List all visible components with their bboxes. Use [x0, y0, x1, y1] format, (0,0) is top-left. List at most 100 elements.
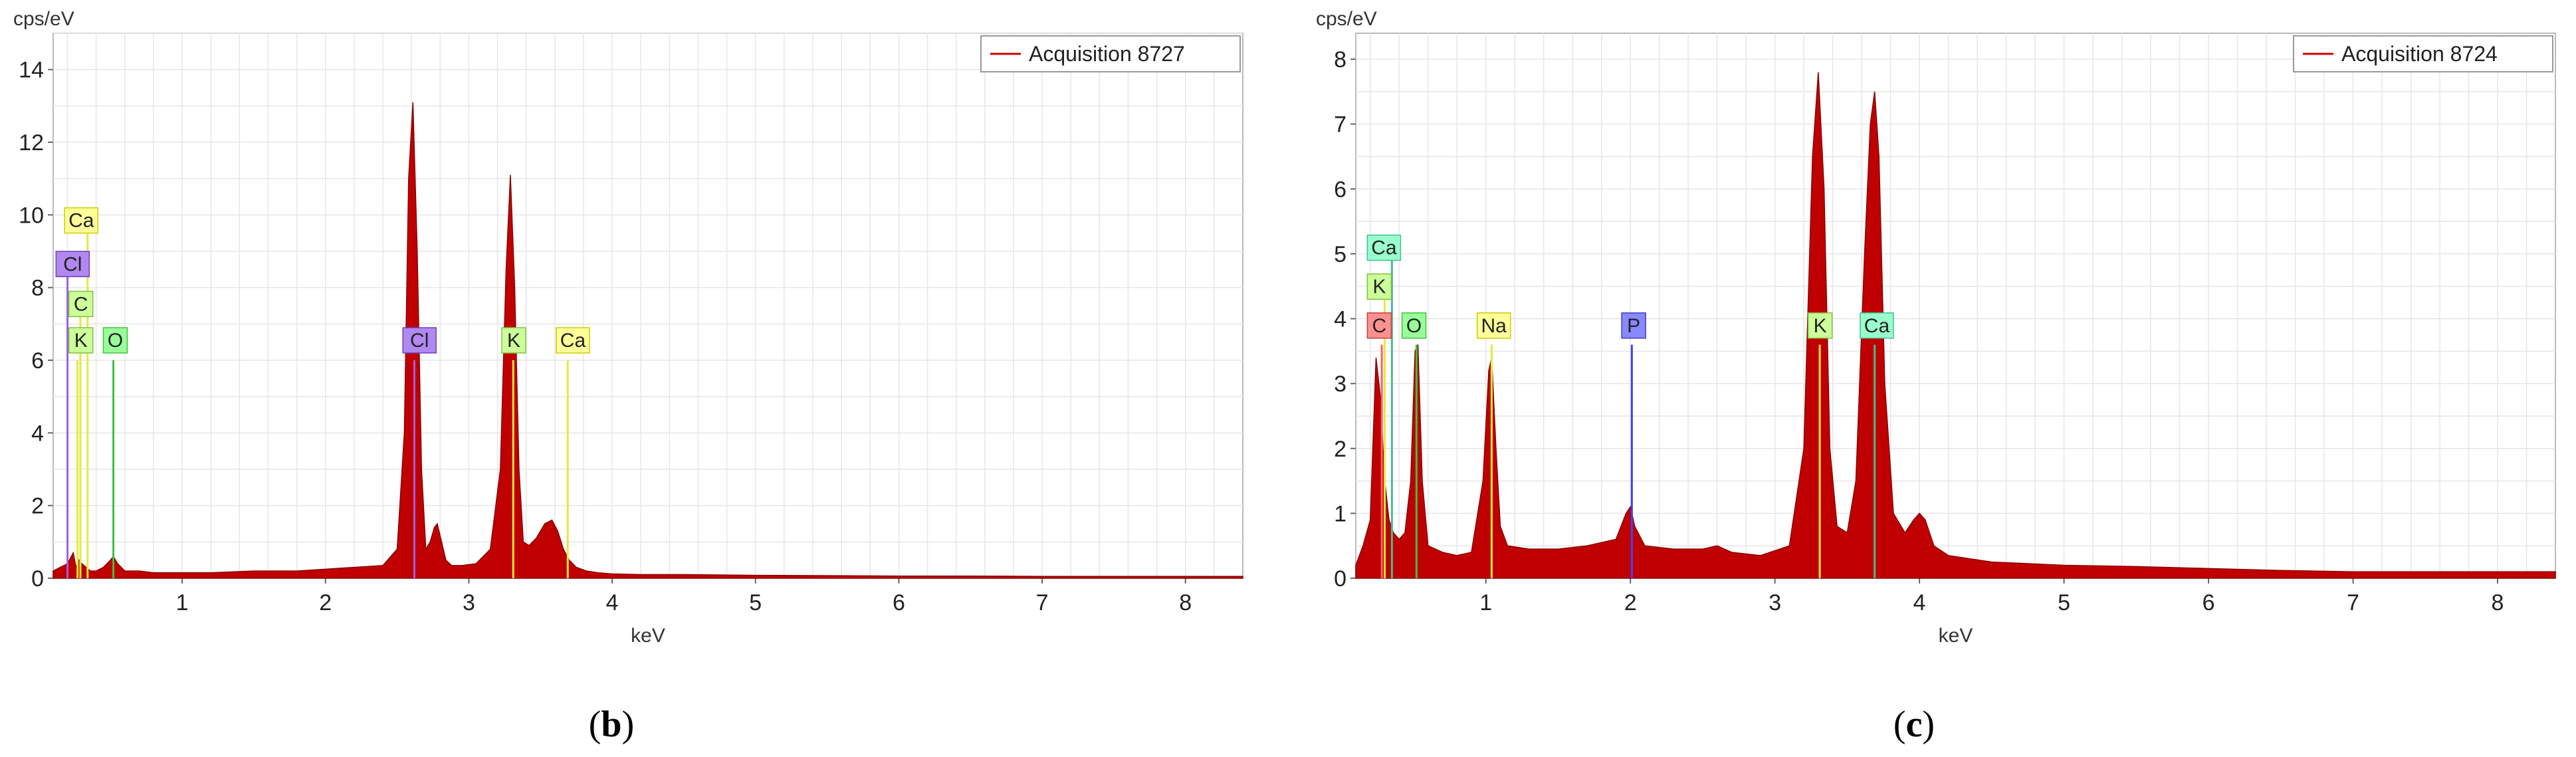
element-label-text: Ca: [1371, 237, 1397, 259]
element-label-box: [1366, 234, 1402, 261]
x-tick-label: 8: [2492, 590, 2504, 615]
x-tick-label: 3: [1769, 590, 1781, 615]
y-axis-label: cps/eV: [13, 8, 74, 30]
element-label-text: Ca: [560, 330, 586, 352]
plot-area: [1355, 33, 2556, 579]
element-label-box: [1807, 312, 1833, 339]
plot-area: [53, 33, 1243, 579]
x-tick-label: 7: [1036, 590, 1049, 615]
y-tick-label: 5: [1334, 242, 1346, 267]
x-tick-label: 6: [2202, 590, 2215, 615]
element-label-text: K: [1372, 276, 1386, 298]
y-tick-label: 0: [31, 566, 44, 592]
element-label-text: Ca: [68, 210, 94, 232]
panel-label-c: (c): [1893, 704, 1935, 745]
y-tick-label: 4: [1334, 307, 1346, 332]
element-label-box: [64, 207, 99, 234]
element-label-o: O: [1401, 312, 1427, 339]
y-tick-label: 4: [31, 421, 44, 446]
element-label-cl: Cl: [55, 251, 90, 278]
element-label-box: [501, 327, 526, 354]
x-tick-label: 1: [1479, 590, 1492, 615]
y-tick-label: 6: [1334, 177, 1346, 202]
element-label-c: C: [1366, 312, 1392, 339]
spectrum-series-0: [1355, 72, 2556, 579]
x-tick-label: 2: [319, 590, 332, 615]
element-label-o: O: [102, 327, 128, 354]
element-label-box: [1621, 312, 1646, 339]
x-tick-label: 3: [463, 590, 475, 615]
y-axis-label: cps/eV: [1316, 8, 1377, 30]
element-label-box: [1366, 312, 1392, 339]
legend-box: [2293, 35, 2553, 72]
y-tick-label: 7: [1334, 112, 1346, 138]
x-tick-label: 2: [1624, 590, 1637, 615]
element-label-box: [1860, 312, 1894, 339]
y-tick-label: 2: [31, 494, 44, 519]
element-label-ca: Ca: [1860, 312, 1894, 339]
element-label-k: K: [1366, 273, 1392, 300]
element-label-text: K: [74, 330, 88, 352]
x-tick-label: 1: [176, 590, 189, 615]
element-label-text: O: [108, 330, 123, 352]
element-label-c: C: [68, 290, 94, 318]
legend: Acquisition 8727: [980, 35, 1241, 72]
x-tick-label: 6: [893, 590, 905, 615]
spectrum-series-0: [53, 102, 1243, 579]
element-label-box: [55, 251, 90, 278]
element-label-cl: Cl: [402, 327, 437, 354]
legend-label: Acquisition 8724: [2341, 42, 2498, 66]
panel-label-b: (b): [589, 704, 634, 745]
y-tick-label: 2: [1334, 437, 1346, 462]
element-label-k: K: [501, 327, 526, 354]
element-label-ca: Ca: [64, 207, 99, 234]
y-tick-label: 12: [19, 130, 44, 156]
element-label-text: Cl: [410, 330, 429, 352]
x-tick-label: 4: [606, 590, 619, 615]
x-tick-label: 7: [2347, 590, 2359, 615]
x-tick-label: 5: [2058, 590, 2070, 615]
element-label-box: [402, 327, 437, 354]
element-label-text: O: [1406, 315, 1422, 337]
x-tick-label: 8: [1179, 590, 1192, 615]
element-label-text: C: [1372, 315, 1387, 337]
element-label-text: K: [1814, 315, 1827, 337]
legend-box: [980, 35, 1241, 72]
element-label-na: Na: [1476, 312, 1511, 339]
element-label-text: Ca: [1864, 315, 1890, 337]
x-tick-label: 5: [749, 590, 762, 615]
legend-label: Acquisition 8727: [1029, 42, 1185, 66]
y-tick-label: 8: [31, 276, 44, 301]
element-label-box: [1401, 312, 1427, 339]
y-tick-label: 3: [1334, 372, 1346, 397]
x-tick-label: 4: [1913, 590, 1926, 615]
y-tick-label: 10: [19, 203, 44, 228]
legend: Acquisition 8724: [2293, 35, 2553, 72]
y-tick-label: 14: [19, 58, 44, 83]
y-tick-label: 1: [1334, 501, 1346, 526]
element-label-text: Na: [1481, 315, 1507, 337]
element-label-k: K: [68, 327, 94, 354]
element-label-box: [556, 327, 590, 354]
y-tick-label: 0: [1334, 566, 1346, 592]
element-label-box: [102, 327, 128, 354]
y-tick-label: 6: [31, 348, 44, 374]
element-label-k: K: [1807, 312, 1833, 339]
element-label-p: P: [1621, 312, 1646, 339]
element-label-box: [68, 290, 94, 318]
element-label-text: P: [1627, 315, 1640, 337]
y-tick-label: 8: [1334, 47, 1346, 72]
element-label-text: Cl: [63, 253, 82, 275]
x-axis-label: keV: [631, 625, 665, 647]
element-label-ca: Ca: [1366, 234, 1402, 261]
element-label-ca: Ca: [556, 327, 590, 354]
element-label-text: K: [507, 330, 520, 352]
element-label-box: [1476, 312, 1511, 339]
element-label-box: [68, 327, 94, 354]
x-axis-label: keV: [1939, 625, 1973, 647]
element-label-box: [1366, 273, 1392, 300]
element-label-text: C: [74, 293, 88, 315]
